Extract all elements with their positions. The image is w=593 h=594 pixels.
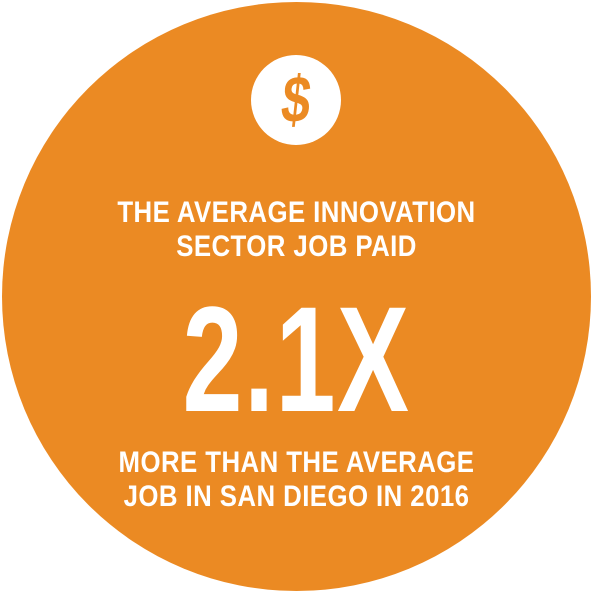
dollar-sign-icon: $ <box>277 62 315 136</box>
subline-line-1: MORE THAN THE AVERAGE <box>118 446 475 479</box>
stat-value: 2.1X <box>182 275 411 443</box>
subline: MORE THAN THE AVERAGE JOB IN SAN DIEGO I… <box>42 446 552 514</box>
dollar-badge: $ <box>251 55 341 145</box>
subline-line-2: JOB IN SAN DIEGO IN 2016 <box>123 480 470 513</box>
headline-line-2: SECTOR JOB PAID <box>176 230 417 263</box>
headline: THE AVERAGE INNOVATION SECTOR JOB PAID <box>42 196 552 264</box>
headline-line-1: THE AVERAGE INNOVATION <box>117 196 476 229</box>
